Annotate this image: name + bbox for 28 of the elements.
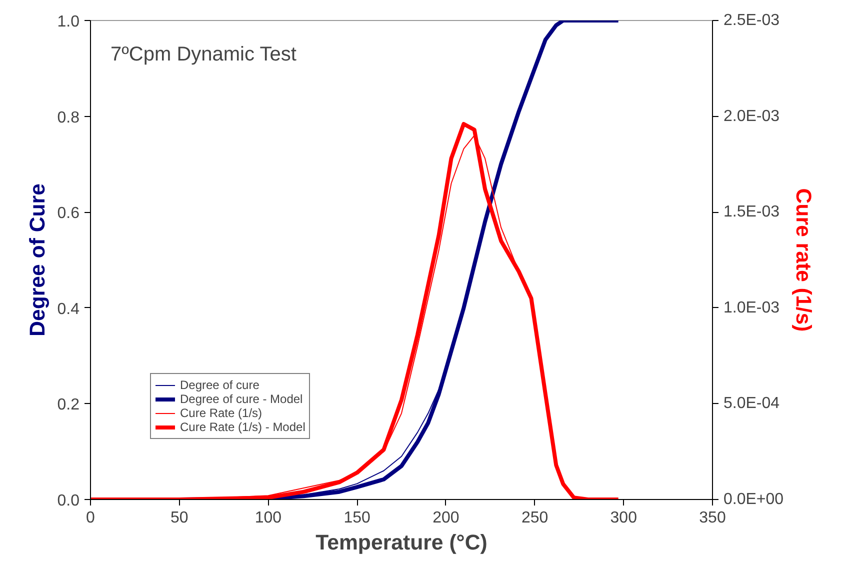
legend-label: Degree of cure - Model [180, 392, 303, 406]
legend-label: Cure Rate (1/s) - Model [180, 420, 306, 434]
x-tick-label: 0 [86, 510, 96, 526]
y2-tick-label: 2.0E-03 [724, 108, 780, 125]
y2-tick-label: 5.0E-04 [724, 395, 780, 412]
y-tick-label: 0.0 [57, 492, 80, 510]
y-tick-label: 0.4 [57, 300, 80, 318]
x-tick-label: 200 [432, 510, 460, 526]
y-tick-label: 0.8 [57, 109, 80, 126]
x-tick-label: 350 [699, 510, 726, 526]
y-tick-label: 0.6 [57, 205, 80, 222]
x-tick-label: 50 [170, 510, 188, 526]
y-tick-label: 0.2 [57, 396, 80, 414]
text: 7ºCpm Dynamic Test [110, 44, 297, 66]
y-tick-label: 1.0 [57, 14, 80, 30]
y2-tick-label: 0.0E+00 [724, 491, 784, 508]
legend-label: Cure Rate (1/s) [180, 406, 262, 420]
y2-tick-label: 2.5E-03 [724, 12, 780, 29]
y2-tick-label: 1.0E-03 [724, 299, 780, 316]
legend-label: Degree of cure [180, 378, 260, 392]
x-tick-label: 250 [521, 510, 548, 526]
x-tick-label: 100 [254, 510, 282, 526]
y2-tick-label: 1.5E-03 [724, 204, 780, 221]
y2-axis-title: Cure rate (1/s) [792, 188, 816, 332]
x-tick-label: 300 [610, 510, 638, 526]
x-axis-title: Temperature (°C) [316, 530, 488, 554]
y-axis-title: Degree of Cure [25, 183, 50, 336]
x-tick-label: 150 [344, 510, 371, 526]
